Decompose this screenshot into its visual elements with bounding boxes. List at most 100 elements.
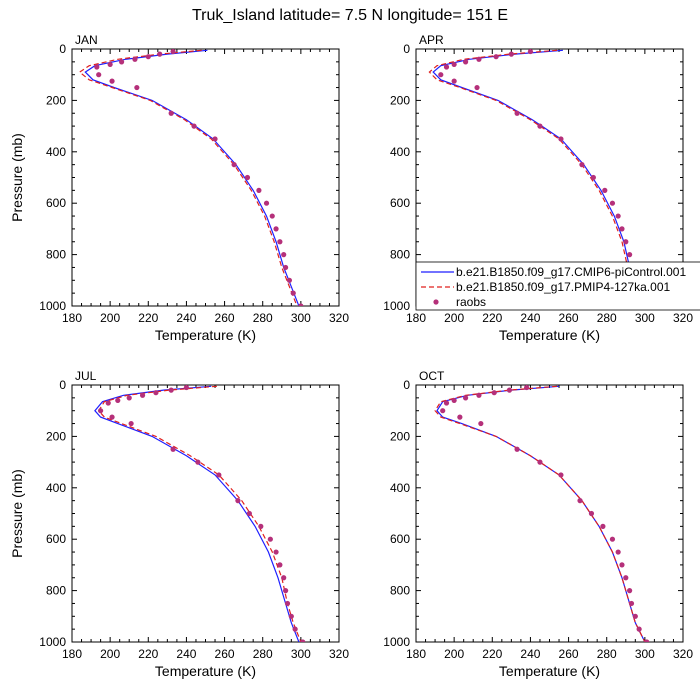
plot-frame	[415, 384, 684, 643]
x-tick-label: 320	[673, 311, 693, 325]
raobs-point	[451, 397, 457, 404]
x-tick-label: 300	[635, 647, 655, 661]
raobs-point	[157, 51, 163, 57]
raobs-point	[451, 78, 457, 84]
raobs-point	[457, 414, 463, 420]
raobs-point	[216, 472, 222, 478]
x-tick-label: 240	[520, 647, 540, 661]
x-axis-title: Temperature (K)	[155, 327, 256, 343]
x-tick-label: 320	[329, 647, 349, 661]
raobs-point	[602, 187, 608, 193]
x-tick-label: 240	[176, 311, 196, 325]
raobs-point	[623, 239, 629, 245]
raobs-point	[235, 498, 241, 504]
x-tick-label: 180	[62, 311, 82, 325]
raobs-point	[98, 408, 104, 414]
cmip6-line	[436, 385, 646, 642]
raobs-point	[191, 123, 197, 129]
raobs-point	[632, 613, 638, 619]
raobs-point	[170, 49, 176, 55]
x-tick-label: 240	[520, 311, 540, 325]
raobs-point	[168, 387, 174, 393]
panel-title: OCT	[419, 369, 445, 383]
data-layer	[434, 385, 650, 642]
raobs-point	[300, 639, 306, 642]
y-tick-label: 600	[390, 532, 410, 546]
x-tick-label: 300	[291, 647, 311, 661]
raobs-point	[288, 613, 294, 619]
raobs-point	[109, 414, 115, 420]
raobs-point	[615, 213, 621, 219]
legend-box	[415, 261, 700, 311]
legend-label: b.e21.B1850.f09_g17.CMIP6-piControl.001	[456, 265, 686, 279]
y-tick-label: 400	[390, 481, 410, 495]
raobs-point	[623, 575, 629, 581]
raobs-point	[636, 626, 642, 632]
x-tick-label: 300	[291, 311, 311, 325]
x-tick-label: 300	[635, 311, 655, 325]
raobs-point	[281, 575, 287, 581]
raobs-point	[132, 56, 138, 62]
raobs-point	[277, 562, 283, 568]
y-tick-label: 200	[46, 93, 66, 107]
raobs-point	[476, 392, 482, 398]
raobs-point	[107, 61, 113, 68]
raobs-point	[94, 64, 100, 70]
pmip4-line	[428, 49, 644, 306]
raobs-point	[537, 123, 543, 129]
raobs-point	[145, 54, 151, 60]
raobs-point	[246, 510, 252, 517]
cmip6-line	[94, 385, 300, 642]
raobs-point	[514, 110, 520, 116]
y-tick-label: 400	[390, 145, 410, 159]
raobs-point	[524, 385, 530, 391]
y-tick-label: 400	[46, 481, 66, 495]
x-tick-label: 220	[482, 647, 502, 661]
raobs-point	[283, 264, 289, 271]
raobs-point	[527, 49, 534, 55]
x-tick-label: 180	[406, 647, 426, 661]
raobs-point	[443, 400, 450, 406]
raobs-point	[579, 162, 585, 168]
raobs-point	[440, 408, 446, 414]
x-tick-label: 320	[673, 647, 693, 661]
raobs-point	[443, 64, 450, 70]
x-tick-label: 220	[138, 647, 158, 661]
raobs-point	[506, 387, 513, 393]
x-tick-label: 200	[444, 311, 464, 325]
panel-title: JAN	[75, 33, 98, 47]
raobs-point	[644, 639, 650, 642]
y-tick-label: 600	[390, 196, 410, 210]
y-tick-label: 0	[59, 42, 66, 56]
pmip4-line	[97, 385, 302, 642]
raobs-point	[153, 390, 159, 396]
y-tick-label: 1000	[39, 635, 66, 649]
panel-apr: 180 200 220 240 260 280 300 320 0 200 400 600 800 100…	[383, 33, 693, 343]
raobs-point	[269, 213, 275, 219]
panel-oct: 180 200 220 240 260 280 300 320 0 200 400 600 800 100…	[383, 369, 693, 679]
raobs-point	[258, 523, 264, 529]
y-axis-title: Pressure (mb)	[9, 469, 25, 558]
x-tick-label: 280	[253, 311, 273, 325]
y-tick-label: 200	[390, 429, 410, 443]
y-tick-label: 1000	[39, 299, 66, 313]
y-tick-label: 400	[46, 145, 66, 159]
raobs-point	[263, 200, 270, 206]
legend-marker	[433, 299, 439, 305]
figure-title: Truk_Island latitude= 7.5 N longitude= 1…	[192, 7, 508, 24]
raobs-point	[109, 78, 115, 84]
raobs-point	[286, 277, 293, 283]
x-tick-label: 180	[406, 311, 426, 325]
raobs-point	[118, 59, 125, 65]
raobs-point	[462, 395, 469, 401]
x-tick-label: 280	[597, 311, 617, 325]
raobs-point	[126, 395, 132, 401]
legend-label: raobs	[456, 295, 486, 309]
plot-frame	[71, 384, 340, 643]
x-tick-label: 200	[100, 311, 120, 325]
raobs-point	[619, 226, 625, 232]
raobs-point	[558, 136, 564, 142]
y-tick-label: 200	[390, 93, 410, 107]
raobs-point	[476, 56, 482, 62]
